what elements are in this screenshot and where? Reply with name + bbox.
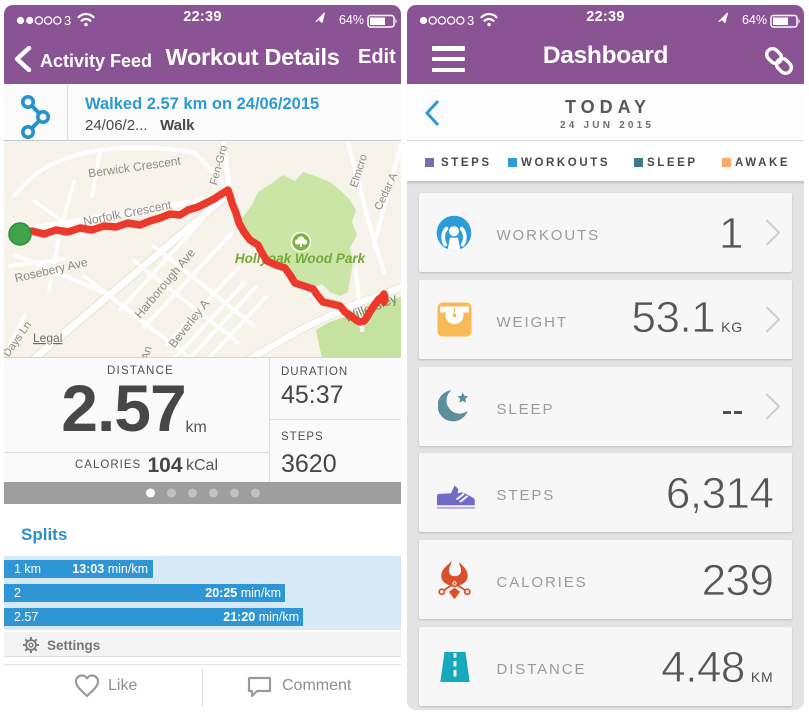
svg-text:Hollyoak Wood Park: Hollyoak Wood Park xyxy=(235,251,367,266)
svg-text:An: An xyxy=(140,345,155,357)
svg-text:Legal: Legal xyxy=(33,331,62,345)
